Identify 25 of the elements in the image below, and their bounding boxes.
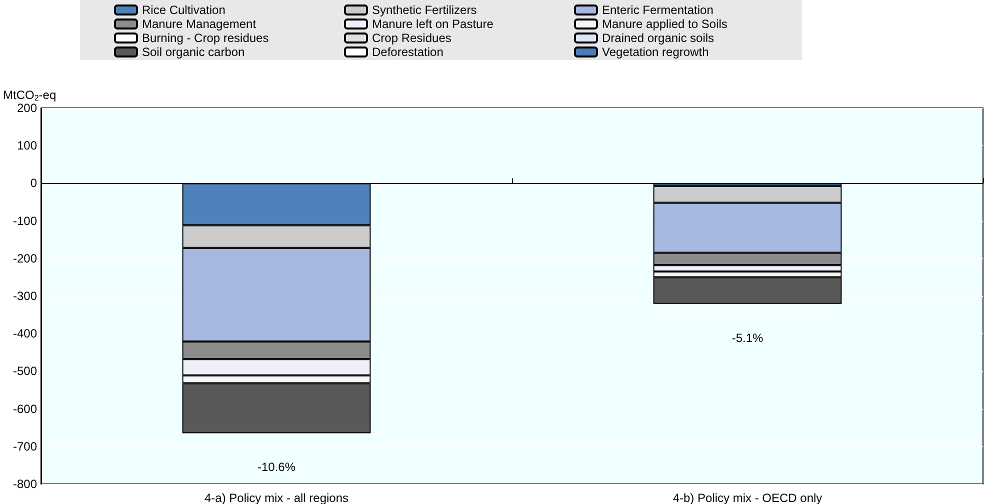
legend-label: Enteric Fermentation: [602, 3, 714, 17]
y-tick-label: -400: [12, 326, 38, 341]
y-tick-label: 100: [16, 138, 38, 153]
legend-label: Manure left on Pasture: [372, 17, 494, 31]
legend-label: Synthetic Fertilizers: [372, 3, 477, 17]
legend-label: Rice Cultivation: [142, 3, 226, 17]
legend-label: Soil organic carbon: [142, 45, 245, 59]
legend-label: Burning - Crop residues: [142, 31, 269, 45]
legend-label: Deforestation: [372, 45, 444, 59]
y-tick-label: -200: [12, 251, 38, 266]
y-tick-label: -600: [12, 402, 38, 416]
y-tick-label: 0: [30, 176, 38, 190]
y-tick-label: -500: [12, 364, 38, 378]
legend-label: Crop Residues: [372, 31, 452, 45]
legend-label: Vegetation regrowth: [602, 45, 709, 59]
legend-label: Drained organic soils: [602, 31, 714, 45]
y-tick-label: -800: [12, 477, 38, 491]
legend-label: Manure Management: [142, 17, 257, 31]
y-tick-label: -700: [12, 439, 38, 454]
annotation: -5.1%: [732, 330, 764, 345]
legend-label: Manure applied to Soils: [602, 17, 728, 31]
y-tick-label: -100: [12, 214, 38, 228]
y-tick-label: 200: [16, 101, 38, 115]
y-tick-label: -300: [12, 289, 38, 303]
annotation: -10.6%: [257, 460, 296, 474]
